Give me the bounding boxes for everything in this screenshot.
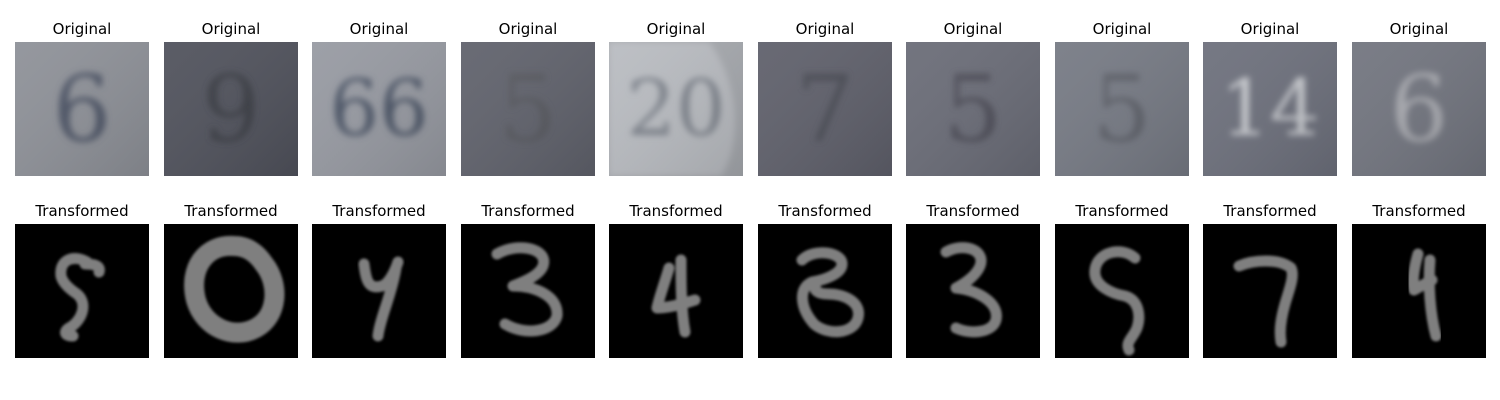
house-number-digit-image: 7 [758,42,892,176]
transformed-title: Transformed [1223,202,1317,220]
digit-stroke [796,247,864,338]
original-image-7: 5 [906,42,1040,176]
house-number-digit-image: 14 [1203,42,1337,176]
original-image-4: 5 [461,42,595,176]
digit-stroke [184,235,285,343]
transformed-image-3 [312,224,446,358]
handwritten-digit-image [312,224,446,358]
digit-stroke [1233,255,1298,348]
original-image-2: 9 [164,42,298,176]
house-number-digit-image: 66 [312,42,446,176]
transformed-image-9 [1203,224,1337,358]
handwritten-digit-image [1203,224,1337,358]
transformed-title: Transformed [35,202,129,220]
original-title: Original [349,20,409,38]
house-number-digit-image: 5 [1055,42,1189,176]
house-number-digit-image: 5 [906,42,1040,176]
transformed-title: Transformed [778,202,872,220]
transformed-title: Transformed [1372,202,1466,220]
digit-stroke [1089,246,1145,356]
digit-stroke [491,242,563,337]
transformed-image-1 [15,224,149,358]
handwritten-digit-image [461,224,595,358]
house-number-digit-image: 6 [1352,42,1486,176]
handwritten-digit-image [609,224,743,358]
handwritten-digit-image [1055,224,1189,358]
transformed-image-8 [1055,224,1189,358]
original-title: Original [1389,20,1449,38]
transformed-image-6 [758,224,892,358]
original-image-9: 14 [1203,42,1337,176]
original-title: Original [1240,20,1300,38]
transformed-title: Transformed [629,202,723,220]
original-image-6: 7 [758,42,892,176]
original-title: Original [201,20,261,38]
original-image-1: 6 [15,42,149,176]
house-number-digit-image: 20 [609,42,743,176]
transformed-image-2 [164,224,298,358]
digit-stroke [1407,248,1442,342]
handwritten-digit-image [758,224,892,358]
digit-stroke [651,254,701,338]
transformed-image-4 [461,224,595,358]
original-image-3: 66 [312,42,446,176]
original-image-10: 6 [1352,42,1486,176]
transformed-title: Transformed [1075,202,1169,220]
original-title: Original [943,20,1003,38]
digit-stroke [940,242,1002,338]
original-title: Original [646,20,706,38]
handwritten-digit-image [1352,224,1486,358]
original-image-5: 20 [609,42,743,176]
original-title: Original [1092,20,1152,38]
original-title: Original [498,20,558,38]
transformed-title: Transformed [184,202,278,220]
original-title: Original [52,20,112,38]
transformed-title: Transformed [481,202,575,220]
transformed-image-7 [906,224,1040,358]
house-number-digit-image: 6 [15,42,149,176]
transformed-title: Transformed [926,202,1020,220]
original-image-8: 5 [1055,42,1189,176]
digit-stroke [358,256,404,342]
house-number-digit-image: 9 [164,42,298,176]
house-number-digit-image: 5 [461,42,595,176]
transformed-image-5 [609,224,743,358]
transformed-image-10 [1352,224,1486,358]
handwritten-digit-image [15,224,149,358]
handwritten-digit-image [906,224,1040,358]
transformed-title: Transformed [332,202,426,220]
original-title: Original [795,20,855,38]
handwritten-digit-image [164,224,298,358]
digit-stroke [55,253,105,342]
